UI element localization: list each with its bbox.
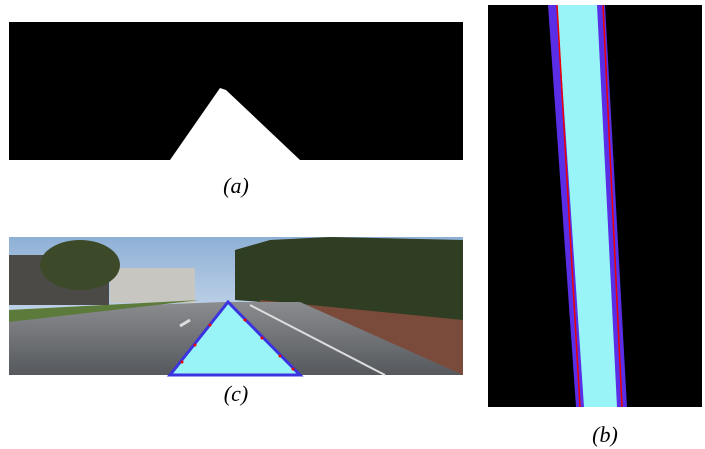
panel-label: (b): [592, 422, 618, 447]
photo-building: [110, 268, 195, 303]
panel-label: (a): [223, 173, 249, 198]
panel-b: (b): [488, 4, 702, 447]
edge-points: [180, 318, 295, 371]
panel-label: (c): [224, 381, 248, 406]
road-overlay: [166, 299, 304, 377]
panel-c: (c): [9, 237, 463, 406]
panel-a: (a): [9, 22, 463, 198]
lane-marking: [249, 304, 386, 376]
road-mask: [170, 88, 300, 160]
lane-inner: [557, 5, 617, 407]
photo-trees: [235, 237, 463, 330]
lane-edge: [602, 4, 623, 408]
lane-edge: [556, 4, 581, 408]
photo-grass: [9, 300, 200, 322]
lane-marking: [179, 318, 191, 328]
photo-tree: [40, 240, 120, 290]
